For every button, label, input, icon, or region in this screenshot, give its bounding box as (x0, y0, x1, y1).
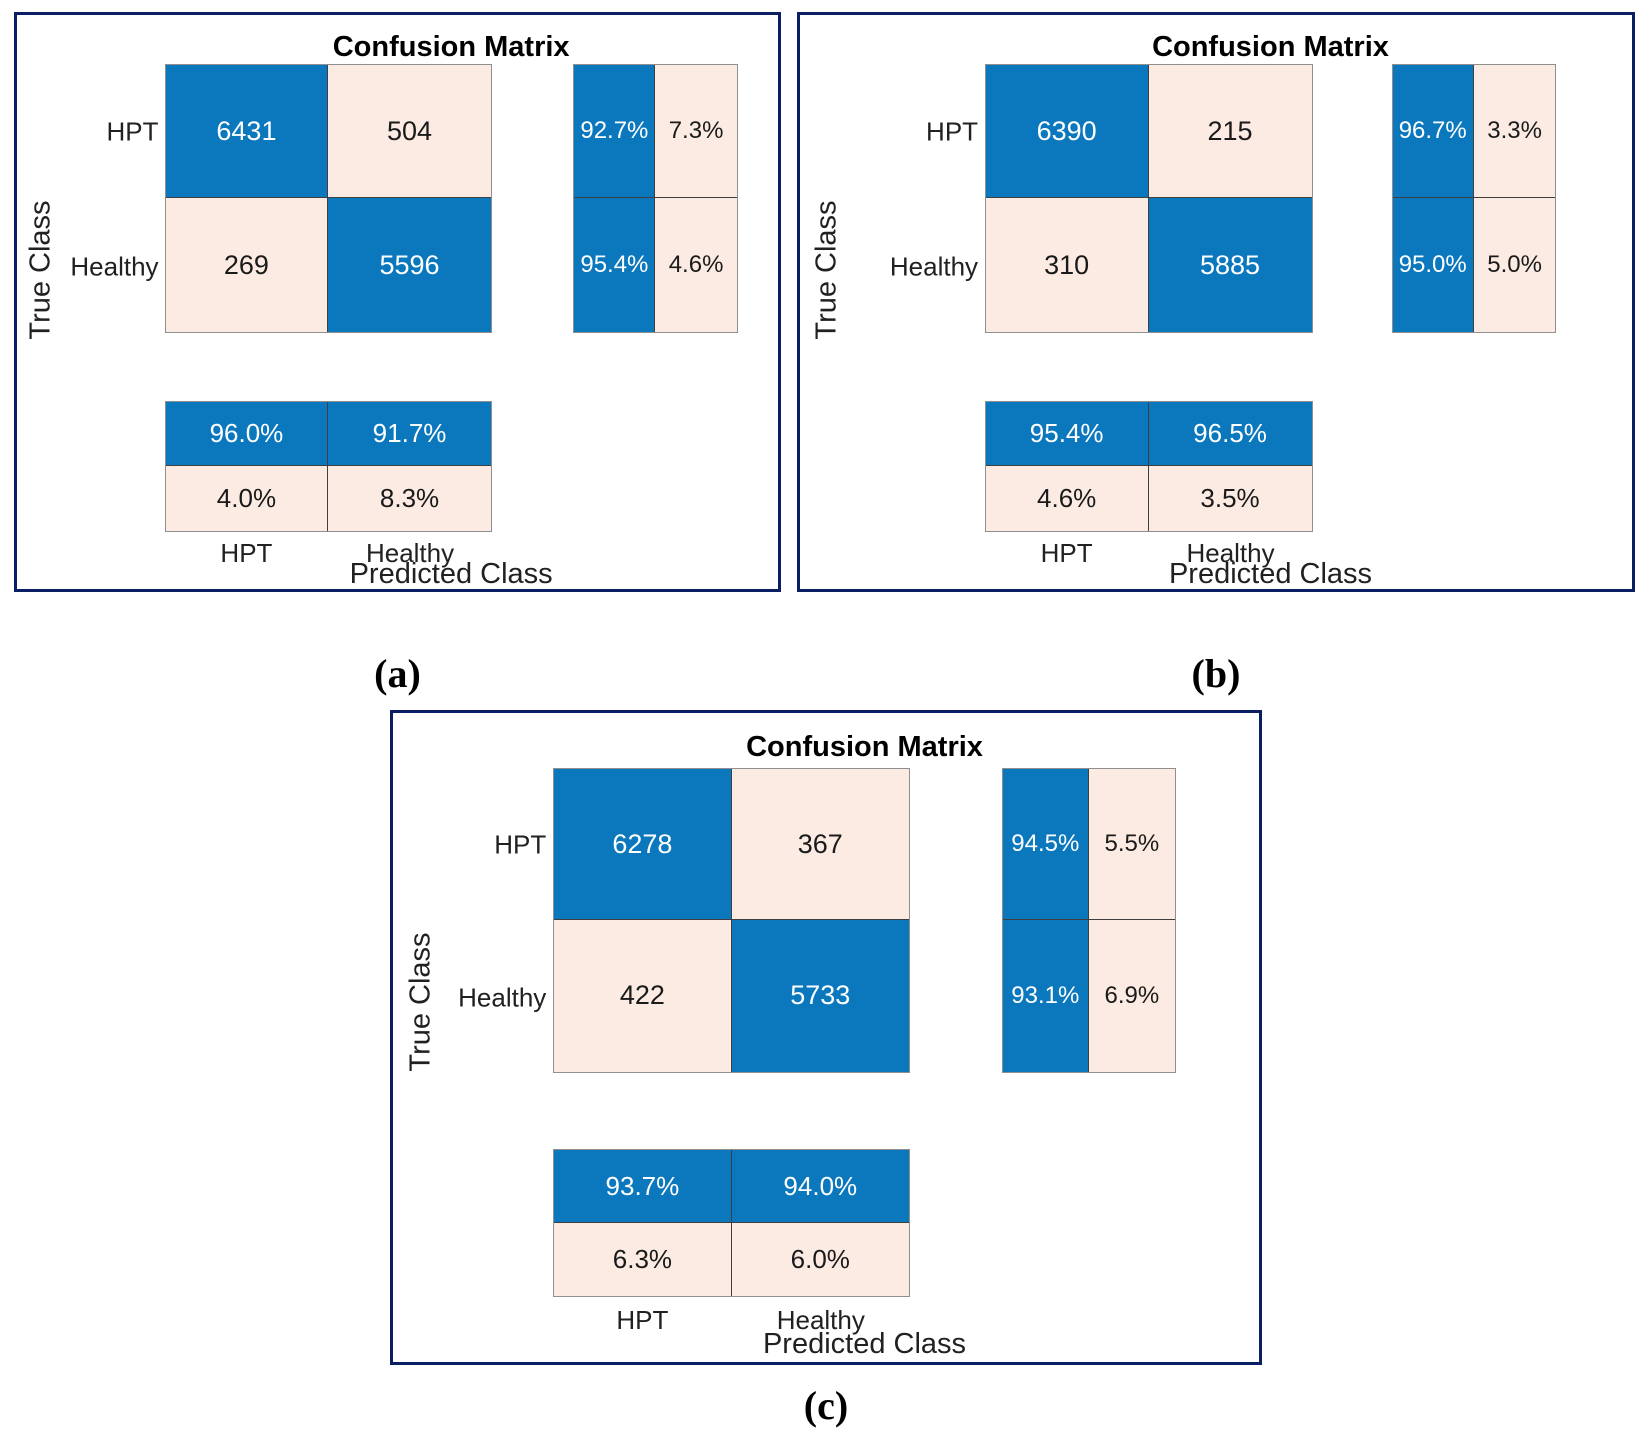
row-summary-cell: 5.5% (1088, 769, 1175, 921)
predicted-class-tick-hpt: HPT (1040, 538, 1093, 569)
predicted-class-tick-healthy: Healthy (365, 538, 455, 569)
col-summary-cell: 6.0% (731, 1223, 909, 1297)
true-class-tick-healthy: Healthy (458, 982, 547, 1013)
true-class-tick-hpt: HPT (106, 116, 159, 147)
matrix-cell: 269 (165, 198, 329, 332)
col-summary-cell: 95.4% (985, 401, 1149, 467)
row-summary-grid: 96.7% 3.3% 95.0% 5.0% (1391, 63, 1557, 333)
predicted-class-tick-hpt: HPT (616, 1304, 669, 1335)
col-summary-cell: 3.5% (1148, 466, 1312, 531)
chart-title: Confusion Matrix (746, 731, 983, 764)
true-class-tick-healthy: Healthy (889, 251, 979, 282)
subfigure-caption-b: (b) (1191, 651, 1241, 696)
col-summary-cell: 4.6% (985, 466, 1149, 531)
row-summary-cell: 6.9% (1088, 920, 1175, 1072)
confusion-matrix-grid: 6431 504 269 5596 (164, 63, 492, 333)
predicted-class-tick-hpt: HPT (220, 538, 273, 569)
x-axis-label: Predicted Class (762, 1327, 967, 1360)
matrix-cell: 504 (328, 64, 491, 199)
row-summary-grid: 92.7% 7.3% 95.4% 4.6% (573, 63, 738, 333)
confusion-matrix-panel-a: Confusion Matrix True Class HPT Healthy … (14, 12, 781, 592)
row-summary-cell: 95.0% (1392, 198, 1474, 332)
col-summary-cell: 4.0% (165, 466, 329, 531)
col-summary-cell: 94.0% (731, 1150, 909, 1224)
col-summary-grid: 96.0% 91.7% 4.0% 8.3% (164, 400, 492, 532)
row-summary-grid: 94.5% 5.5% 93.1% 6.9% (1001, 768, 1176, 1073)
confusion-matrix-panel-b: Confusion Matrix True Class HPT Healthy … (797, 12, 1635, 592)
matrix-cell: 367 (731, 769, 909, 921)
confusion-matrix-grid: 6390 215 310 5885 (984, 63, 1313, 333)
subfigure-caption-c: (c) (803, 1383, 849, 1428)
predicted-class-tick-healthy: Healthy (776, 1304, 865, 1335)
col-summary-grid: 95.4% 96.5% 4.6% 3.5% (984, 400, 1313, 532)
col-summary-cell: 96.0% (165, 401, 329, 467)
col-summary-cell: 8.3% (328, 466, 491, 531)
true-class-tick-hpt: HPT (494, 829, 547, 860)
matrix-cell: 215 (1148, 64, 1312, 199)
matrix-cell: 6431 (165, 64, 329, 199)
row-summary-cell: 5.0% (1473, 198, 1556, 332)
col-summary-cell: 93.7% (554, 1150, 732, 1224)
matrix-cell: 6390 (985, 64, 1149, 199)
matrix-cell: 6278 (554, 769, 732, 921)
row-summary-cell: 4.6% (655, 198, 737, 332)
matrix-cell: 5596 (328, 198, 491, 332)
true-class-tick-hpt: HPT (926, 116, 979, 147)
predicted-class-tick-healthy: Healthy (1186, 538, 1275, 569)
confusion-matrix-grid: 6278 367 422 5733 (553, 768, 910, 1073)
row-summary-cell: 96.7% (1392, 64, 1474, 199)
subfigure-caption-a: (a) (374, 651, 421, 696)
x-axis-label: Predicted Class (1168, 558, 1373, 591)
row-summary-cell: 7.3% (655, 64, 737, 199)
row-summary-cell: 95.4% (574, 198, 656, 332)
col-summary-cell: 96.5% (1148, 401, 1312, 467)
true-class-tick-healthy: Healthy (70, 251, 159, 282)
col-summary-cell: 91.7% (328, 401, 491, 467)
matrix-cell: 5733 (731, 920, 909, 1072)
chart-title: Confusion Matrix (332, 31, 570, 64)
col-summary-grid: 93.7% 94.0% 6.3% 6.0% (553, 1149, 910, 1298)
row-summary-cell: 3.3% (1473, 64, 1556, 199)
matrix-cell: 5885 (1148, 198, 1312, 332)
confusion-matrix-panel-c: Confusion Matrix True Class HPT Healthy … (390, 710, 1262, 1365)
chart-title: Confusion Matrix (1152, 31, 1389, 64)
col-summary-cell: 6.3% (554, 1223, 732, 1297)
row-summary-cell: 94.5% (1002, 769, 1089, 921)
matrix-cell: 422 (554, 920, 732, 1072)
row-summary-cell: 93.1% (1002, 920, 1089, 1072)
row-summary-cell: 92.7% (574, 64, 656, 199)
x-axis-label: Predicted Class (349, 558, 553, 591)
matrix-cell: 310 (985, 198, 1149, 332)
